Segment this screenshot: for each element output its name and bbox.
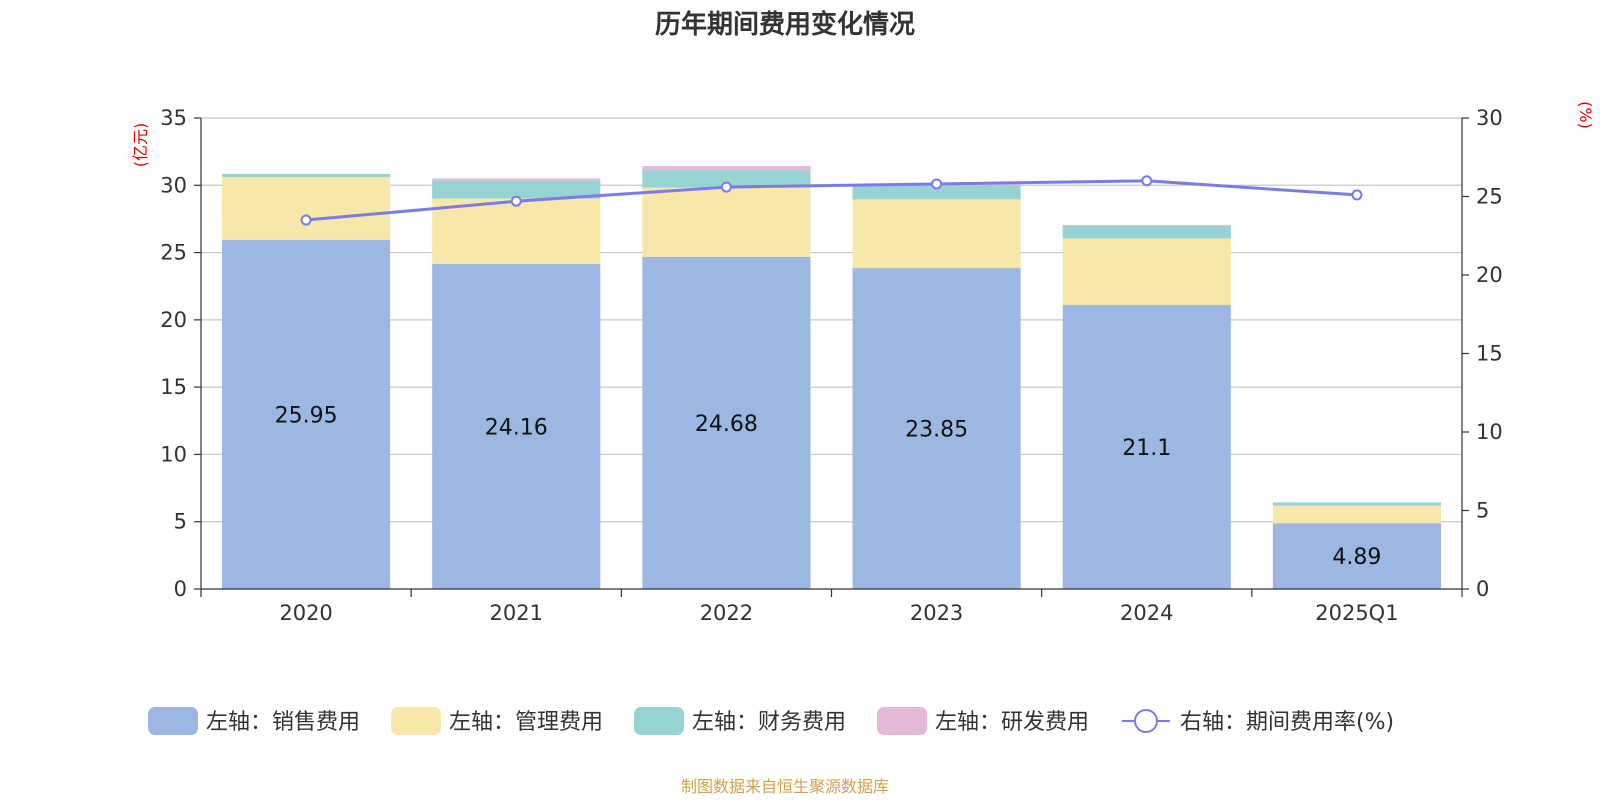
- right-tick-label: 30: [1476, 106, 1503, 130]
- bar-segment: [642, 187, 811, 257]
- legend-swatch: [634, 707, 684, 735]
- left-tick-label: 20: [160, 308, 187, 332]
- right-tick-label: 10: [1476, 420, 1503, 444]
- right-tick-label: 15: [1476, 342, 1503, 366]
- right-tick-label: 0: [1476, 577, 1489, 601]
- rate-point: [720, 181, 732, 193]
- chart-title: 历年期间费用变化情况: [655, 9, 915, 40]
- bar-segment: [432, 263, 601, 589]
- bar-data-label: 4.89: [1332, 545, 1381, 570]
- rate-point: [931, 178, 943, 190]
- bar-data-label: 24.68: [695, 412, 758, 437]
- bar-segment: [432, 178, 601, 181]
- legend-swatch: [877, 707, 927, 735]
- legend-marker: [1134, 709, 1158, 733]
- legend-label: 左轴：销售费用: [206, 710, 360, 735]
- x-tick-label: 2024: [1120, 601, 1173, 625]
- left-tick-label: 5: [174, 510, 187, 534]
- bar-segment: [432, 180, 601, 199]
- bar-segment: [642, 166, 811, 171]
- bar-segment: [1272, 523, 1441, 589]
- bar-layer: 25.95 24.16 24.68 23.85 21.1 4.89: [222, 166, 1441, 589]
- rate-line: [305, 179, 1358, 222]
- left-tick-label: 0: [174, 577, 187, 601]
- bar-segment: [852, 185, 1021, 200]
- legend-swatch: [391, 707, 441, 735]
- left-tick-label: 25: [160, 241, 187, 265]
- right-tick-label: 20: [1476, 263, 1503, 287]
- bar-segment: [1062, 224, 1231, 226]
- right-tick-label: 5: [1476, 499, 1489, 523]
- bar-data-label: 23.85: [905, 418, 968, 443]
- bar-segment: [1062, 225, 1231, 239]
- left-tick-label: 15: [160, 375, 187, 399]
- line-layer: [300, 175, 1363, 226]
- bar-segment: [1062, 238, 1231, 306]
- legend-label: 左轴：研发费用: [935, 710, 1089, 735]
- bar-segment: [852, 199, 1021, 269]
- legend-label: 左轴：管理费用: [449, 710, 603, 735]
- bar-segment: [432, 198, 601, 264]
- x-tick-label: 2025Q1: [1315, 601, 1398, 625]
- x-tick-label: 2022: [700, 601, 753, 625]
- rate-point: [1351, 189, 1363, 201]
- right-tick-label: 25: [1476, 185, 1503, 209]
- bar-segment: [222, 239, 391, 589]
- bar-segment: [852, 268, 1021, 589]
- bar-data-label: 21.1: [1122, 436, 1171, 461]
- rate-point: [1141, 175, 1153, 187]
- bar-segment: [222, 177, 391, 240]
- x-tick-label: 2023: [910, 601, 963, 625]
- legend-swatch: [148, 707, 198, 735]
- bar-data-label: 24.16: [485, 415, 548, 440]
- legend-label: 右轴：期间费用率(%): [1180, 710, 1394, 735]
- bar-segment: [1272, 502, 1441, 506]
- left-tick-label: 10: [160, 442, 187, 466]
- left-tick-label: 35: [160, 106, 187, 130]
- left-tick-label: 30: [160, 173, 187, 197]
- legend: 左轴：销售费用 左轴：管理费用 左轴：财务费用 左轴：研发费用 右轴：期间费用率(%): [148, 707, 1394, 735]
- bar-segment: [642, 256, 811, 589]
- bar-data-label: 25.95: [275, 403, 338, 428]
- left-axis-unit: (亿元): [131, 123, 150, 168]
- source-note: 制图数据来自恒生聚源数据库: [681, 777, 889, 796]
- bar-segment: [1272, 505, 1441, 524]
- x-tick-label: 2020: [279, 601, 332, 625]
- bar-segment: [642, 170, 811, 188]
- rate-point: [300, 214, 312, 226]
- x-tick-label: 2021: [490, 601, 543, 625]
- legend-label: 左轴：财务费用: [692, 710, 846, 735]
- axis-layer: 0 5 10 15 20 25 30 35 0 5 10 15 20 25 30 2020 2021 2022 20…: [160, 106, 1502, 625]
- right-axis-unit: (%): [1576, 101, 1595, 129]
- bar-segment: [222, 173, 391, 178]
- rate-point: [510, 195, 522, 207]
- bar-segment: [1062, 305, 1231, 589]
